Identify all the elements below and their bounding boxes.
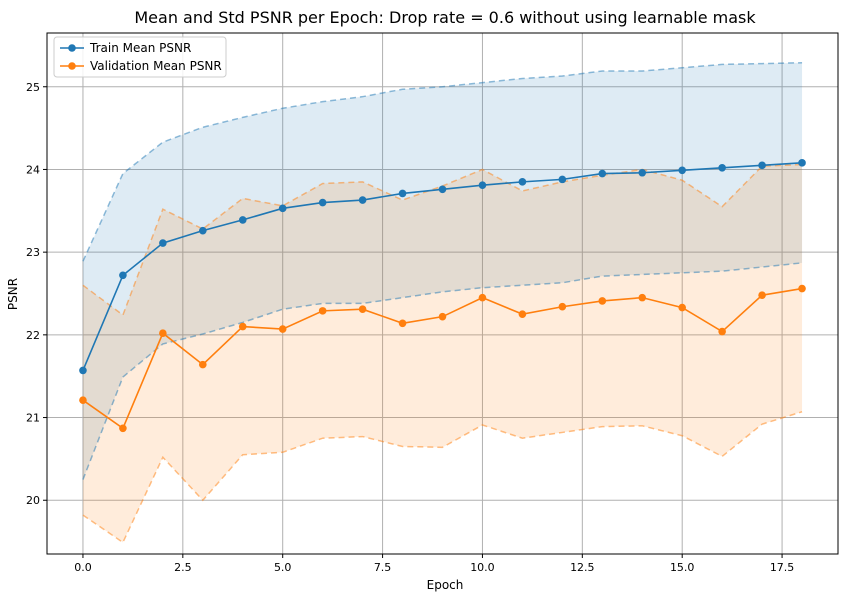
- data-point: [798, 284, 806, 293]
- x-tick-label: 12.5: [570, 561, 595, 574]
- data-point: [358, 196, 367, 204]
- y-tick-label: 25: [26, 81, 40, 94]
- data-point: [278, 204, 287, 213]
- std-band-0: [82, 62, 803, 480]
- data-point: [478, 293, 487, 302]
- data-point: [318, 198, 327, 207]
- data-point: [318, 307, 327, 315]
- x-tick-label: 15.0: [670, 561, 695, 574]
- y-tick-label: 22: [26, 329, 40, 342]
- data-point: [159, 329, 167, 337]
- data-point: [518, 310, 527, 318]
- data-point: [758, 291, 766, 299]
- data-point: [159, 239, 167, 247]
- data-point: [199, 226, 207, 235]
- data-point: [119, 424, 127, 433]
- data-point: [678, 303, 686, 312]
- std-band-1: [82, 164, 803, 543]
- x-tick-label: 5.0: [274, 561, 292, 574]
- std-upper-line-0: [82, 62, 803, 262]
- data-point: [678, 166, 686, 175]
- x-axis-label: Epoch: [427, 578, 464, 592]
- chart-title: Mean and Std PSNR per Epoch: Drop rate =…: [134, 8, 756, 27]
- y-tick-label: 24: [26, 163, 40, 176]
- plot-area: 0.0 2.5 5.0 7.5 10.0 12.5 15.0 17.5 20 21 22 23 24 25: [26, 32, 839, 574]
- y-axis-label: PSNR: [6, 278, 20, 310]
- x-tick-label: 7.5: [374, 561, 392, 574]
- data-point: [558, 302, 567, 311]
- data-point: [358, 305, 367, 314]
- data-point: [598, 169, 607, 178]
- data-point: [278, 325, 287, 333]
- legend-marker-1: [68, 62, 76, 70]
- data-point: [79, 366, 87, 375]
- data-point: [718, 163, 726, 172]
- legend-box: [53, 36, 227, 78]
- legend-marker-0: [68, 44, 76, 52]
- data-point: [638, 293, 647, 302]
- data-point: [598, 297, 607, 305]
- y-tick-label: 21: [26, 412, 40, 425]
- legend-label-0: Train Mean PSNR: [89, 41, 191, 55]
- std-lower-line-0: [82, 262, 803, 480]
- data-point: [438, 312, 447, 321]
- data-point: [119, 271, 127, 280]
- data-point: [398, 189, 407, 198]
- data-point: [238, 322, 247, 331]
- axes-frame: [46, 32, 839, 555]
- data-point: [558, 175, 567, 184]
- data-point: [798, 159, 806, 167]
- legend: Train Mean PSNR Validation Mean PSNR: [53, 36, 227, 78]
- data-point: [438, 185, 447, 194]
- data-point: [638, 168, 647, 177]
- data-point: [758, 161, 766, 170]
- x-tick-label: 0.0: [74, 561, 92, 574]
- data-point: [478, 181, 487, 189]
- data-point: [718, 327, 726, 336]
- y-tick-label: 20: [26, 494, 40, 507]
- legend-label-1: Validation Mean PSNR: [90, 59, 222, 73]
- x-tick-label: 10.0: [470, 561, 495, 574]
- data-point: [199, 360, 207, 369]
- x-tick-label: 2.5: [174, 561, 192, 574]
- data-point: [238, 216, 247, 224]
- x-tick-label: 17.5: [770, 561, 795, 574]
- data-point: [398, 319, 407, 328]
- std-lower-line-1: [82, 411, 803, 544]
- data-point: [79, 396, 87, 404]
- y-tick-label: 23: [26, 246, 40, 259]
- data-point: [518, 178, 527, 186]
